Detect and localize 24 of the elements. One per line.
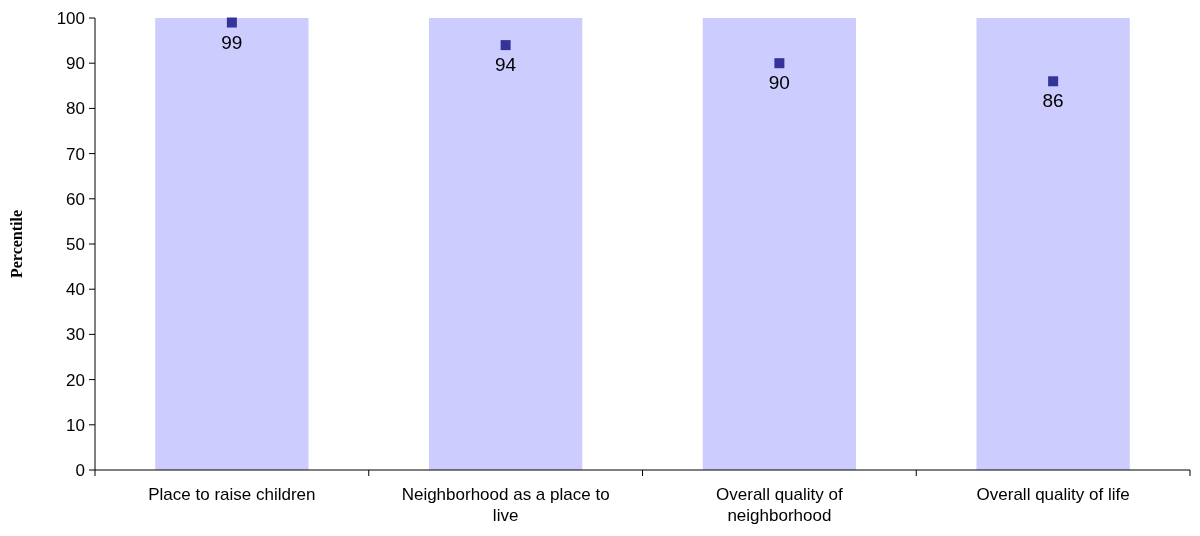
y-tick-label: 30 xyxy=(66,325,85,345)
x-tick-label: Overall quality of life xyxy=(976,485,1130,504)
y-tick-label: 10 xyxy=(66,415,85,435)
data-label: 94 xyxy=(495,54,517,76)
y-tick-label: 0 xyxy=(75,461,85,480)
y-tick-label: 40 xyxy=(66,280,85,300)
x-tick-label: Place to raise children xyxy=(148,485,316,504)
y-tick-label: 70 xyxy=(66,144,85,164)
y-tick-label: 20 xyxy=(66,370,85,390)
y-tick-label: 90 xyxy=(66,54,85,74)
y-tick-label: 100 xyxy=(56,9,85,28)
point xyxy=(774,58,785,69)
y-tick-label: 60 xyxy=(66,189,85,209)
x-tick-label: Neighborhood as a place to live xyxy=(401,485,610,525)
x-tick-label: Overall quality of neighborhood xyxy=(716,485,843,525)
point xyxy=(500,40,511,51)
y-tick-label: 80 xyxy=(66,99,85,119)
data-label: 90 xyxy=(768,72,790,94)
point xyxy=(1048,76,1059,87)
y-tick-label: 50 xyxy=(66,235,85,254)
y-axis-title: Percentile xyxy=(8,209,25,279)
data-label: 99 xyxy=(221,31,243,53)
point xyxy=(226,17,237,28)
data-label: 86 xyxy=(1042,90,1064,112)
